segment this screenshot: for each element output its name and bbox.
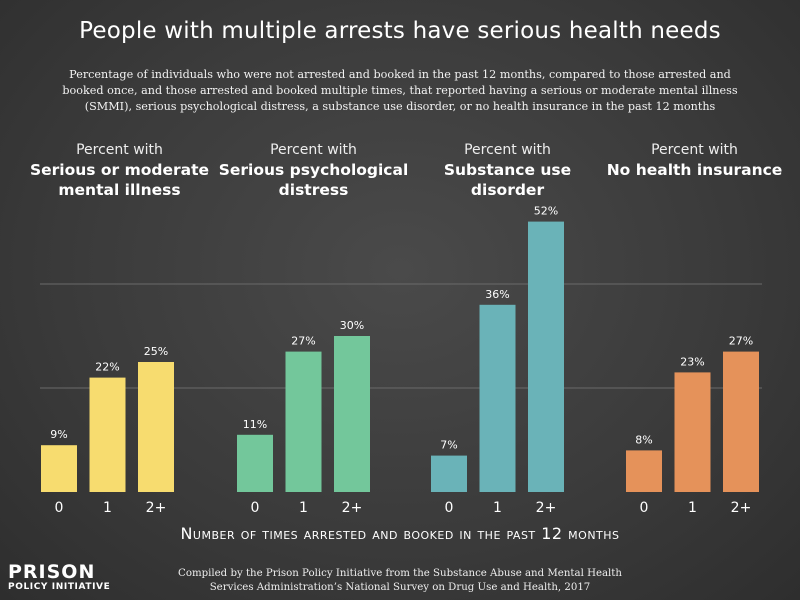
logo: PRISON POLICY INITIATIVE xyxy=(8,563,110,592)
x-tick-label: 1 xyxy=(688,500,697,516)
bar xyxy=(431,455,467,492)
bar xyxy=(41,445,77,492)
x-tick-label: 1 xyxy=(103,500,112,516)
bar xyxy=(723,351,759,492)
x-tick-label: 0 xyxy=(445,500,454,516)
chart-title: People with multiple arrests have seriou… xyxy=(79,18,721,44)
bar xyxy=(528,221,564,492)
panel-prefix: Percent with xyxy=(464,142,551,158)
logo-line-1: PRISON xyxy=(8,561,96,583)
x-tick-label: 2+ xyxy=(146,500,167,516)
chart-subtitle: Percentage of individuals who were not a… xyxy=(62,68,738,113)
x-tick-label: 1 xyxy=(493,500,502,516)
x-axis-label: Number of times arrested and booked in t… xyxy=(180,524,620,543)
bar xyxy=(237,434,273,492)
x-tick-label: 0 xyxy=(251,500,260,516)
data-label: 52% xyxy=(534,205,558,218)
bar xyxy=(674,372,711,492)
bar xyxy=(626,450,662,492)
panel-heading-no-insurance: Percent with No health insurance xyxy=(597,141,792,180)
bar xyxy=(138,362,174,492)
data-label: 25% xyxy=(144,345,168,358)
data-label: 27% xyxy=(729,335,753,348)
data-label: 9% xyxy=(50,428,67,441)
bar xyxy=(285,351,322,492)
x-tick-label: 0 xyxy=(640,500,649,516)
x-tick-label: 2+ xyxy=(731,500,752,516)
panel-label: Substance use disorder xyxy=(443,161,572,199)
x-tick-label: 2+ xyxy=(342,500,363,516)
panel-heading-substance-use: Percent with Substance use disorder xyxy=(410,141,605,200)
panel-prefix: Percent with xyxy=(651,142,738,158)
data-label: 36% xyxy=(485,288,509,301)
data-label: 7% xyxy=(440,439,457,452)
data-label: 27% xyxy=(291,335,315,348)
data-label: 8% xyxy=(635,433,652,446)
logo-line-2: POLICY INITIATIVE xyxy=(8,582,111,592)
data-label: 23% xyxy=(680,355,704,368)
source-note: Compiled by the Prison Policy Initiative… xyxy=(178,568,622,593)
panel-prefix: Percent with xyxy=(270,142,357,158)
panel-label: Serious or moderate mental illness xyxy=(29,161,210,199)
data-label: 11% xyxy=(243,418,267,431)
panel-label: No health insurance xyxy=(606,161,783,179)
panel-heading-psych-distress: Percent with Serious psychological distr… xyxy=(216,141,411,200)
panel-label: Serious psychological distress xyxy=(218,161,409,199)
bar xyxy=(334,336,370,492)
x-tick-label: 2+ xyxy=(536,500,557,516)
panel-prefix: Percent with xyxy=(76,142,163,158)
x-tick-label: 1 xyxy=(299,500,308,516)
panel-heading-mental-illness: Percent with Serious or moderate mental … xyxy=(22,141,217,200)
data-label: 22% xyxy=(95,361,119,374)
data-label: 30% xyxy=(340,319,364,332)
bar xyxy=(89,377,126,492)
x-tick-label: 0 xyxy=(55,500,64,516)
bar xyxy=(479,304,516,492)
